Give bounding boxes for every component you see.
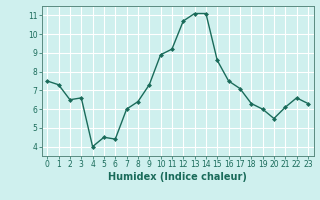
X-axis label: Humidex (Indice chaleur): Humidex (Indice chaleur) — [108, 172, 247, 182]
